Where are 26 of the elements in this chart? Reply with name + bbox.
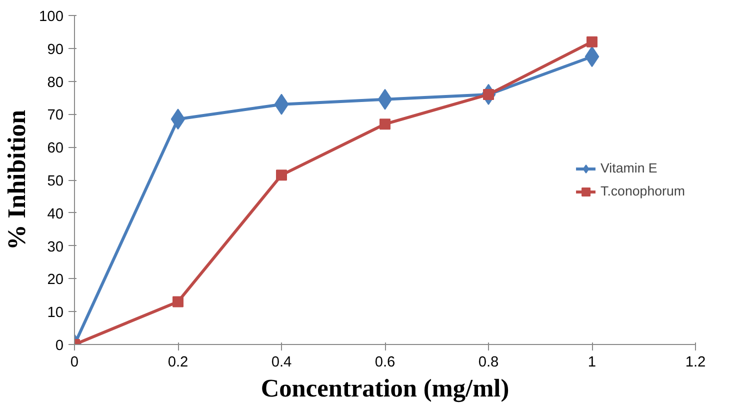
x-tick-label: 0: [70, 354, 79, 370]
point: [380, 118, 390, 130]
y-tick-label: 10: [47, 305, 64, 322]
x-tick-label: 0.6: [374, 354, 396, 370]
y-tick-label: 80: [47, 74, 64, 91]
y-tick-label: 60: [47, 140, 64, 157]
x-tick-label: 0.2: [168, 354, 188, 370]
x-tick-label: 1.2: [685, 354, 706, 370]
point: [172, 296, 184, 308]
y-tick-label: 30: [47, 239, 64, 256]
legend-label: Vitamin E: [600, 160, 658, 176]
y-tick-label: 70: [47, 108, 64, 124]
y-tick-label: 40: [47, 206, 64, 222]
y-tick-label: 100: [39, 9, 64, 25]
y-tick-label: 50: [47, 174, 64, 190]
y-axis-title: % Inhibition: [3, 110, 32, 250]
x-tick-label: 0.8: [478, 354, 499, 370]
x-axis-title: Concentration (mg/ml): [260, 374, 510, 402]
point: [276, 170, 287, 181]
y-tick-label: 0: [55, 338, 64, 354]
y-tick-label: 90: [47, 42, 64, 58]
x-tick-label: 0.4: [271, 354, 292, 370]
point: [586, 36, 598, 48]
legend-label: T.conophorum: [600, 184, 685, 198]
x-tick-label: 1: [588, 354, 596, 370]
y-tick-label: 20: [47, 272, 64, 288]
